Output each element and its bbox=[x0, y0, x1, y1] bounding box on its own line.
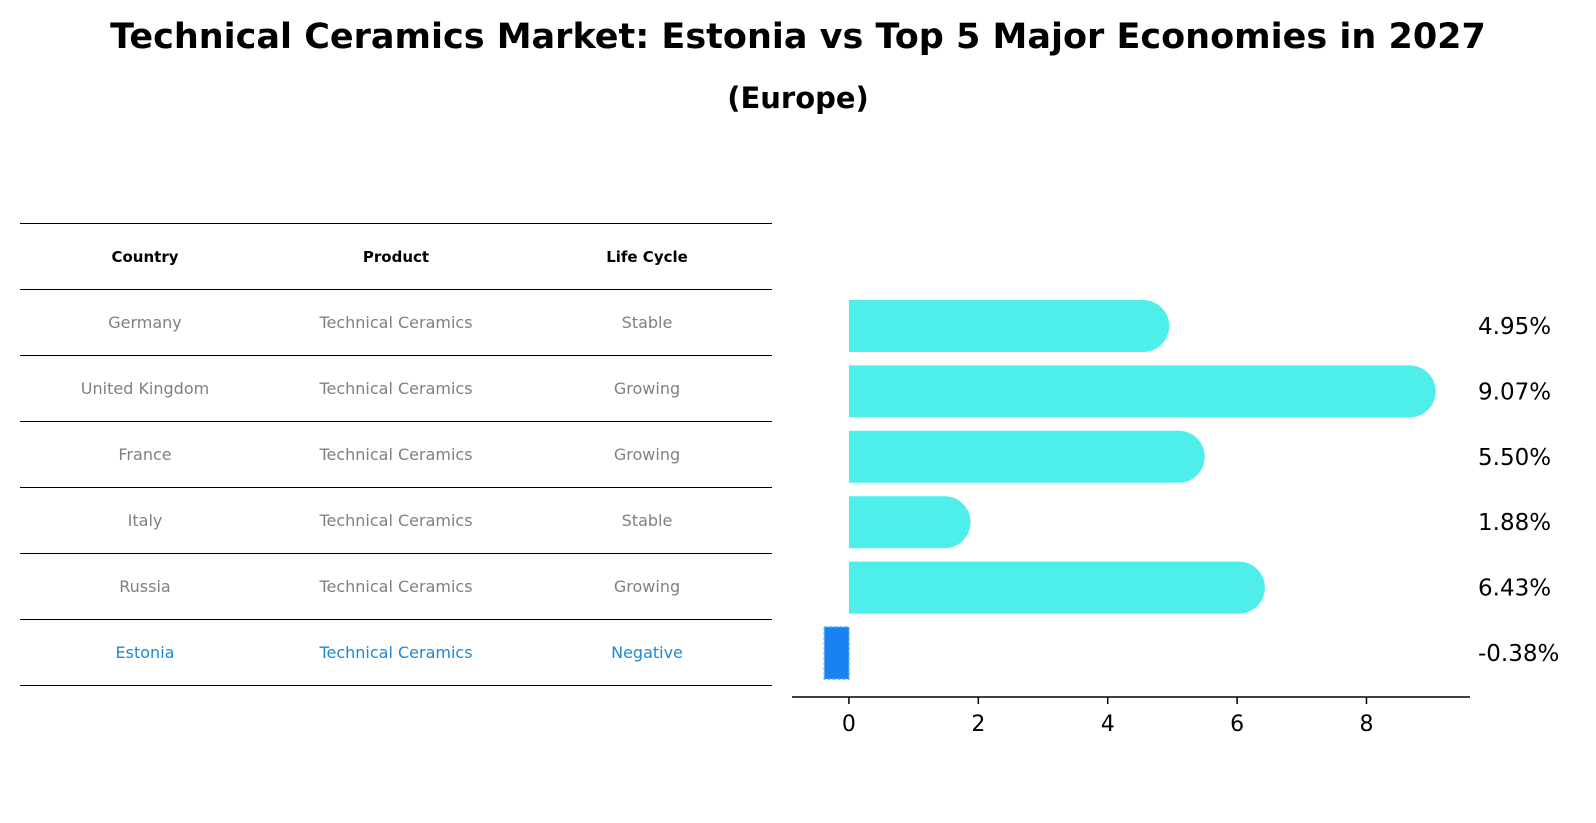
cell-life-cycle: Growing bbox=[613, 445, 681, 464]
x-tick-label: 0 bbox=[842, 712, 856, 737]
bar-value-label: 9.07% bbox=[1478, 379, 1551, 405]
bar-value-label: -0.38% bbox=[1478, 641, 1559, 667]
bar-value-label: 4.95% bbox=[1478, 314, 1551, 340]
table-row: Italy Technical Ceramics Stable bbox=[20, 488, 772, 554]
cell-life-cycle: Growing bbox=[613, 577, 681, 596]
table-header-row: Country Product Life Cycle bbox=[20, 224, 772, 290]
x-tick-label: 4 bbox=[1101, 712, 1115, 737]
cell-life-cycle: Growing bbox=[613, 379, 681, 398]
bar-estonia bbox=[823, 626, 850, 680]
data-table: Country Product Life Cycle Germany Techn… bbox=[20, 223, 772, 686]
bar-france bbox=[848, 430, 1205, 483]
x-tick-label: 8 bbox=[1359, 712, 1373, 737]
table-row: France Technical Ceramics Growing bbox=[20, 422, 772, 488]
header-product: Product bbox=[362, 247, 430, 266]
cell-country: France bbox=[118, 445, 172, 464]
cell-country: Russia bbox=[119, 577, 171, 596]
cell-country: Estonia bbox=[115, 643, 175, 662]
bar-value-label: 6.43% bbox=[1478, 576, 1551, 602]
cell-product: Technical Ceramics bbox=[319, 577, 473, 596]
header-life-cycle: Life Cycle bbox=[606, 247, 688, 266]
table-row: Germany Technical Ceramics Stable bbox=[20, 290, 772, 356]
table-row-highlight: Estonia Technical Ceramics Negative bbox=[20, 620, 772, 686]
cell-product: Technical Ceramics bbox=[319, 511, 473, 530]
cell-product: Technical Ceramics bbox=[319, 643, 473, 662]
cell-product: Technical Ceramics bbox=[319, 379, 473, 398]
cell-product: Technical Ceramics bbox=[319, 445, 473, 464]
bar-italy bbox=[848, 496, 971, 549]
cell-product: Technical Ceramics bbox=[319, 313, 473, 332]
cell-life-cycle: Stable bbox=[621, 511, 673, 530]
bar-united-kingdom bbox=[848, 365, 1436, 418]
cell-life-cycle: Stable bbox=[621, 313, 673, 332]
cell-country: United Kingdom bbox=[80, 379, 210, 398]
header-country: Country bbox=[111, 247, 179, 266]
table-row: United Kingdom Technical Ceramics Growin… bbox=[20, 356, 772, 422]
x-tick-label: 2 bbox=[971, 712, 985, 737]
bar-germany bbox=[848, 300, 1170, 352]
bar-russia bbox=[848, 561, 1265, 614]
bar-value-label: 5.50% bbox=[1478, 445, 1551, 471]
x-tick-label: 6 bbox=[1230, 712, 1244, 737]
table-row: Russia Technical Ceramics Growing bbox=[20, 554, 772, 620]
chart-title: Technical Ceramics Market: Estonia vs To… bbox=[110, 17, 1486, 57]
bar-value-label: 1.88% bbox=[1478, 510, 1551, 536]
cell-country: Germany bbox=[108, 313, 182, 332]
chart-subtitle: (Europe) bbox=[727, 81, 869, 115]
cell-country: Italy bbox=[127, 511, 163, 530]
cell-life-cycle: Negative bbox=[611, 643, 683, 662]
